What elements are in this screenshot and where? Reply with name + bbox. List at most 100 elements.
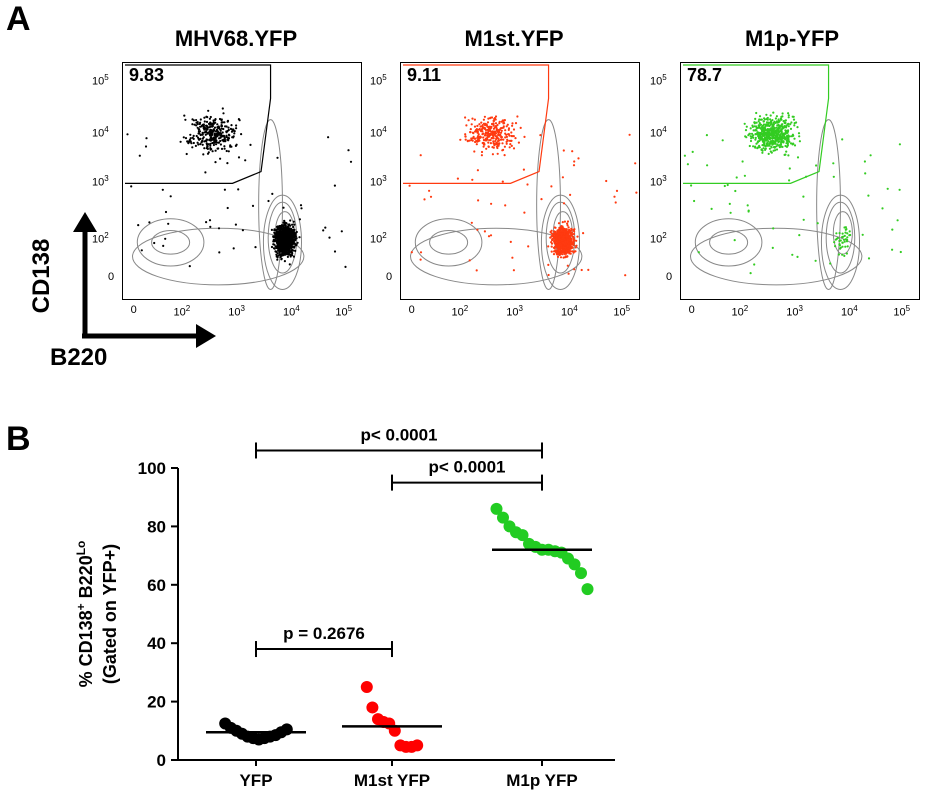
- event-dot: [562, 256, 565, 259]
- event-dot: [468, 259, 471, 262]
- event-dot: [770, 129, 773, 132]
- event-dot: [223, 140, 227, 143]
- significance-label: p< 0.0001: [428, 458, 505, 477]
- event-dot: [769, 127, 773, 130]
- event-dot: [754, 136, 757, 139]
- event-dot: [559, 230, 562, 233]
- flow-x-axis-label: B220: [50, 344, 108, 371]
- event-dot: [229, 145, 232, 148]
- event-dot: [762, 131, 765, 134]
- event-dot: [771, 134, 774, 137]
- event-dot: [274, 236, 277, 239]
- event-dot: [899, 250, 902, 254]
- event-dot: [232, 136, 235, 139]
- x-tick-label: 105: [335, 304, 353, 319]
- event-dot: [761, 124, 764, 127]
- event-dot: [755, 129, 758, 132]
- event-dot: [574, 250, 577, 253]
- event-dot: [214, 137, 217, 140]
- event-dot: [490, 130, 493, 133]
- gate-percent: 9.11: [407, 65, 442, 85]
- event-dot: [839, 239, 842, 242]
- event-dot: [216, 141, 220, 144]
- event-dot: [468, 139, 471, 142]
- event-dot: [551, 234, 554, 237]
- event-dot: [220, 147, 224, 150]
- event-dot: [482, 143, 485, 146]
- event-dot: [286, 255, 289, 258]
- event-dot: [514, 122, 518, 125]
- event-dot: [291, 229, 295, 232]
- event-dot: [798, 135, 801, 138]
- event-dot: [205, 147, 208, 150]
- event-dot: [693, 199, 696, 203]
- event-dot: [492, 122, 495, 125]
- event-dot: [284, 250, 287, 253]
- event-dot: [772, 227, 775, 230]
- x-tick-label: 103: [228, 304, 245, 319]
- event-dot: [209, 138, 212, 142]
- gate-outline: [403, 64, 550, 184]
- x-tick-label: 104: [560, 304, 578, 319]
- event-dot: [291, 248, 294, 252]
- event-dot: [429, 195, 433, 198]
- event-dot: [276, 245, 279, 248]
- contour-line: [136, 218, 205, 267]
- event-dot: [219, 129, 222, 132]
- event-dot: [780, 131, 783, 134]
- event-dot: [206, 132, 209, 135]
- event-dot: [291, 241, 294, 244]
- event-dot: [523, 211, 526, 214]
- event-dot: [797, 132, 801, 135]
- event-dot: [562, 202, 566, 205]
- event-dot: [344, 265, 347, 268]
- event-dot: [486, 131, 489, 134]
- x-tick-label: 103: [506, 304, 523, 319]
- event-dot: [886, 187, 889, 190]
- event-dot: [467, 119, 470, 122]
- event-dot: [340, 230, 343, 233]
- event-dot: [493, 126, 496, 129]
- event-dot: [773, 136, 776, 140]
- y-tick-label: 102: [370, 231, 387, 246]
- event-dot: [287, 226, 290, 230]
- event-dot: [561, 225, 564, 228]
- event-dot: [723, 184, 726, 188]
- event-dot: [785, 126, 788, 129]
- event-dot: [278, 248, 281, 251]
- event-dot: [747, 210, 750, 213]
- event-dot: [503, 122, 506, 125]
- event-dot: [291, 223, 294, 226]
- event-dot: [841, 245, 844, 248]
- event-dot: [204, 171, 207, 174]
- event-dot: [500, 131, 503, 134]
- event-dot: [774, 121, 777, 124]
- event-dot: [490, 126, 493, 129]
- flow-plot-m1p: 78.7: [680, 62, 920, 300]
- event-dot: [213, 119, 217, 122]
- event-dot: [497, 131, 500, 134]
- event-dot: [792, 142, 795, 145]
- event-dot: [186, 140, 189, 143]
- event-dot: [148, 221, 151, 224]
- event-dot: [206, 116, 209, 119]
- event-dot: [276, 156, 279, 159]
- event-dot: [503, 119, 506, 122]
- event-dot: [477, 199, 480, 202]
- event-dot: [241, 229, 244, 232]
- event-dot: [789, 127, 793, 130]
- event-dot: [233, 130, 236, 133]
- event-dot: [505, 135, 508, 138]
- flow-canvas: [125, 64, 353, 291]
- y-tick-label: 100: [138, 459, 166, 478]
- event-dot: [781, 127, 784, 130]
- event-dot: [691, 150, 694, 153]
- event-dot: [498, 122, 501, 125]
- event-dot: [793, 137, 796, 140]
- event-dot: [506, 139, 509, 142]
- event-dot: [561, 221, 564, 224]
- event-dot: [197, 143, 200, 146]
- event-dot: [199, 118, 202, 121]
- event-dot: [270, 228, 273, 231]
- y-tick-label: 40: [147, 634, 166, 653]
